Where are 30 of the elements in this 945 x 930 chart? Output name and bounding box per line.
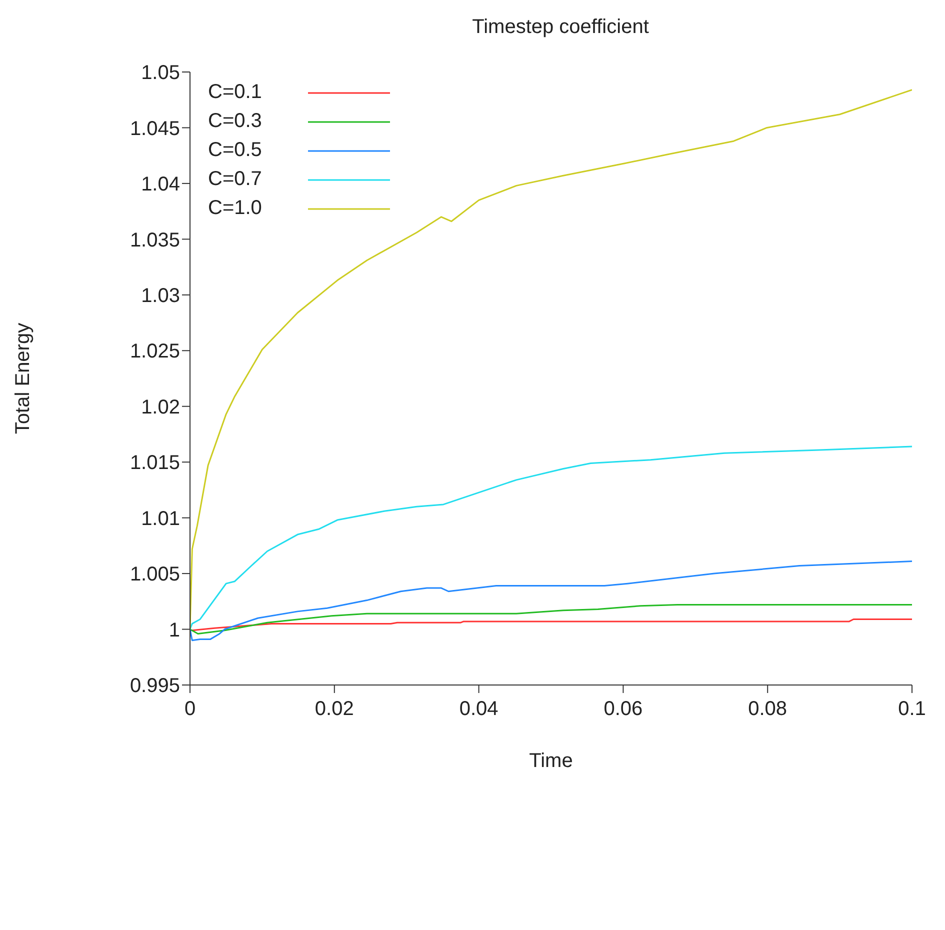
line-series bbox=[190, 604, 912, 634]
legend-label: C=0.3 bbox=[208, 110, 263, 133]
y-tick-label: 1.01 bbox=[141, 508, 180, 530]
chart-title: Timestep coefficient bbox=[471, 16, 650, 39]
y-tick-label: 1 bbox=[168, 619, 180, 642]
x-tick-label: 0.1 bbox=[898, 698, 926, 720]
legend-label: C=0.5 bbox=[208, 139, 263, 162]
y-tick-label: 1.005 bbox=[130, 564, 180, 586]
x-tick-label: 0.02 bbox=[314, 698, 354, 720]
y-tick-label: 1.035 bbox=[130, 229, 180, 252]
line-series bbox=[190, 446, 912, 630]
x-tick-label: 0.08 bbox=[748, 698, 788, 720]
legend-label: C=1.0 bbox=[208, 197, 263, 220]
legend-label: C=0.1 bbox=[208, 81, 263, 104]
legend-label: C=0.7 bbox=[208, 168, 263, 191]
y-axis-title: Total Energy bbox=[12, 322, 34, 434]
line-series bbox=[190, 560, 912, 642]
y-tick-label: 1.04 bbox=[141, 174, 180, 196]
y-tick-label: 0.995 bbox=[130, 675, 180, 698]
y-tick-label: 1.015 bbox=[130, 452, 180, 474]
line-series bbox=[190, 618, 912, 632]
y-tick-label: 1.02 bbox=[141, 396, 180, 418]
x-tick-label: 0 bbox=[184, 698, 196, 720]
y-tick-label: 1.045 bbox=[130, 118, 180, 140]
y-tick-label: 1.05 bbox=[141, 62, 180, 84]
y-tick-label: 1.025 bbox=[130, 340, 180, 363]
x-tick-label: 0.06 bbox=[604, 698, 643, 720]
y-tick-label: 1.03 bbox=[141, 285, 180, 308]
x-axis-title: Time bbox=[529, 750, 573, 772]
x-tick-label: 0.04 bbox=[459, 698, 498, 720]
